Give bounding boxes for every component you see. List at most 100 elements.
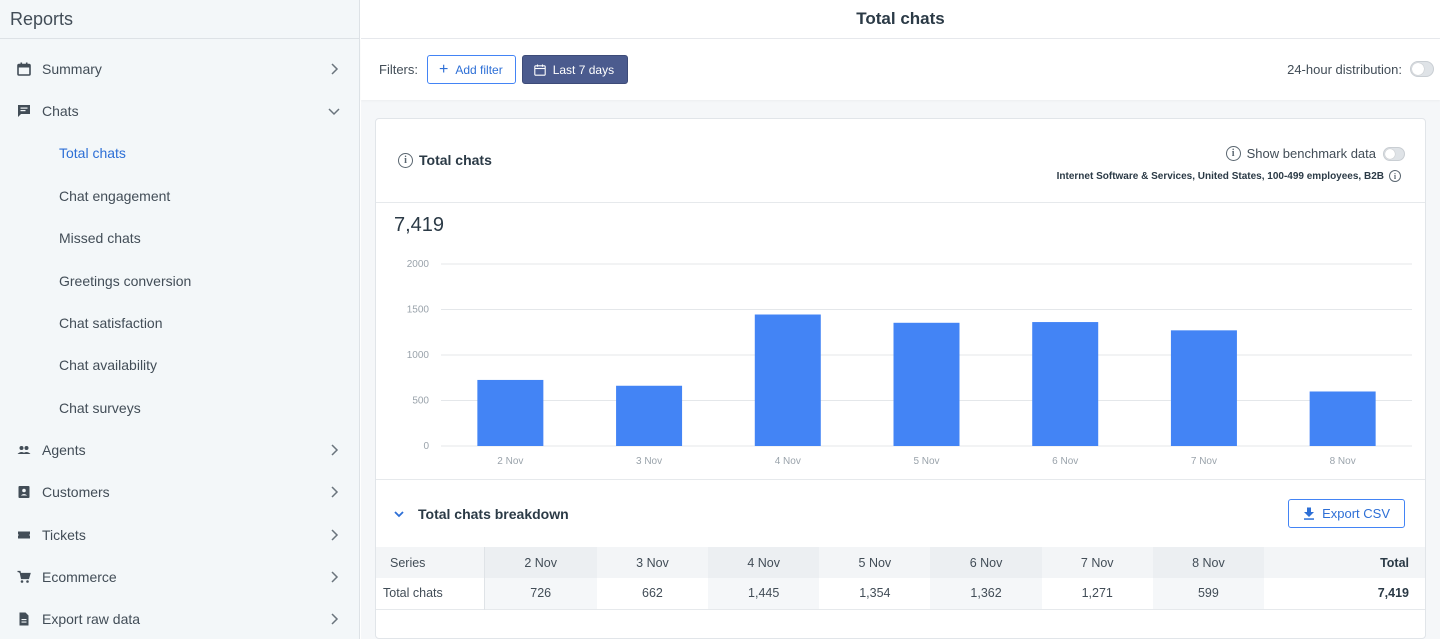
sidebar: Reports Summary Chats Total chats Chat e… bbox=[0, 0, 360, 639]
filters-label: Filters: bbox=[379, 62, 418, 77]
sidebar-item-label: Chats bbox=[42, 103, 79, 119]
benchmark-segment-text: Internet Software & Services, United Sta… bbox=[1056, 170, 1384, 182]
table-header-cell: 2 Nov bbox=[484, 547, 597, 578]
sidebar-item-label: Export raw data bbox=[42, 611, 141, 627]
info-icon[interactable]: i bbox=[398, 152, 413, 168]
page-title: Total chats bbox=[361, 0, 1440, 39]
chevron-right-icon bbox=[331, 571, 339, 583]
chevron-right-icon bbox=[331, 63, 339, 75]
sidebar-item-customers[interactable]: Customers bbox=[0, 471, 359, 513]
info-icon[interactable]: i bbox=[1225, 146, 1241, 161]
sidebar-item-label: Agents bbox=[42, 442, 86, 458]
date-range-button[interactable]: Last 7 days bbox=[521, 55, 629, 84]
benchmark-toggle[interactable] bbox=[1383, 146, 1405, 161]
contact-card-icon bbox=[17, 485, 31, 499]
table-header-cell: Series bbox=[376, 547, 485, 578]
total-chats-card: i Total chats i Show benchmark data Inte… bbox=[375, 118, 1426, 639]
sidebar-item-agents[interactable]: Agents bbox=[0, 429, 359, 471]
plus-icon: + bbox=[439, 60, 449, 78]
bar bbox=[616, 385, 683, 446]
y-tick-label: 2000 bbox=[407, 259, 430, 270]
sidebar-item-export-raw-data[interactable]: Export raw data bbox=[0, 598, 359, 639]
x-tick-label: 7 Nov bbox=[1191, 456, 1217, 467]
sidebar-item-label: Tickets bbox=[42, 527, 86, 543]
y-tick-label: 500 bbox=[412, 396, 429, 407]
bar bbox=[754, 314, 821, 446]
chevron-right-icon bbox=[331, 613, 339, 625]
sidebar-title: Reports bbox=[0, 0, 359, 39]
benchmark-toggle-group: i Show benchmark data bbox=[1225, 146, 1405, 161]
y-tick-label: 0 bbox=[423, 441, 429, 452]
table-cell: Total chats bbox=[376, 578, 485, 609]
card-title: i Total chats bbox=[398, 152, 492, 168]
distribution-label: 24-hour distribution: bbox=[1287, 61, 1402, 77]
table-header-cell: Total bbox=[1380, 555, 1409, 570]
x-tick-label: 3 Nov bbox=[636, 456, 662, 467]
table-cell: 599 bbox=[1152, 578, 1264, 609]
chevron-right-icon bbox=[331, 486, 339, 498]
date-range-label: Last 7 days bbox=[552, 62, 615, 77]
table-cell: 662 bbox=[642, 586, 663, 601]
distribution-toggle-group: 24-hour distribution: bbox=[1287, 61, 1434, 77]
x-tick-label: 6 Nov bbox=[1052, 456, 1078, 467]
y-tick-label: 1500 bbox=[407, 305, 430, 316]
total-chats-bar-chart: 0 500 1000 1500 2000 2 Nov 3 Nov 4 Nov 5 Nov 6 No… bbox=[407, 259, 1412, 467]
table-header-cell: 6 Nov bbox=[930, 547, 1042, 578]
distribution-toggle[interactable] bbox=[1410, 61, 1434, 77]
x-tick-label: 2 Nov bbox=[497, 456, 523, 467]
y-tick-label: 1000 bbox=[407, 350, 430, 361]
bar bbox=[1309, 391, 1376, 446]
chevron-down-icon bbox=[328, 108, 340, 116]
info-icon[interactable]: i bbox=[1389, 170, 1401, 182]
document-icon bbox=[17, 612, 31, 626]
table-header-cell: 3 Nov bbox=[636, 555, 669, 570]
table-header-cell: 7 Nov bbox=[1080, 555, 1114, 570]
download-icon bbox=[1304, 507, 1315, 520]
sidebar-subitem-missed-chats[interactable]: Missed chats bbox=[59, 230, 141, 246]
sidebar-item-summary[interactable]: Summary bbox=[0, 48, 359, 90]
export-csv-label: Export CSV bbox=[1322, 506, 1390, 521]
sidebar-item-chats[interactable]: Chats bbox=[0, 90, 359, 132]
table-header-cell: 8 Nov bbox=[1152, 547, 1264, 578]
table-header-row: Series 2 Nov 3 Nov 4 Nov 5 Nov 6 Nov 7 N… bbox=[376, 547, 1425, 578]
sidebar-item-label: Summary bbox=[42, 61, 102, 77]
table-cell: 1,354 bbox=[859, 586, 891, 601]
benchmark-segment: Internet Software & Services, United Sta… bbox=[1057, 170, 1401, 182]
chat-icon bbox=[17, 104, 31, 118]
sidebar-item-label: Customers bbox=[42, 484, 110, 500]
x-tick-label: 5 Nov bbox=[913, 456, 939, 467]
table-header-cell: 5 Nov bbox=[858, 555, 892, 570]
table-cell: 1,271 bbox=[1081, 586, 1113, 601]
main-content: Total chats Filters: + Add filter Last 7… bbox=[361, 0, 1440, 639]
benchmark-label: Show benchmark data bbox=[1246, 146, 1376, 161]
x-tick-label: 4 Nov bbox=[775, 456, 801, 467]
add-filter-button[interactable]: + Add filter bbox=[427, 55, 516, 84]
people-icon bbox=[17, 443, 31, 457]
card-header: i Total chats i Show benchmark data Inte… bbox=[376, 119, 1425, 203]
sidebar-subitem-chat-engagement[interactable]: Chat engagement bbox=[59, 188, 171, 204]
table-header-cell: 4 Nov bbox=[708, 547, 820, 578]
calendar-icon bbox=[533, 64, 546, 76]
table-cell: 726 bbox=[484, 578, 597, 609]
table-cell: 1,362 bbox=[930, 578, 1042, 609]
sidebar-item-ecommerce[interactable]: Ecommerce bbox=[0, 556, 359, 598]
sidebar-subitem-greetings-conversion[interactable]: Greetings conversion bbox=[59, 273, 192, 289]
sidebar-subitem-chat-surveys[interactable]: Chat surveys bbox=[59, 400, 141, 416]
sidebar-subitem-chat-satisfaction[interactable]: Chat satisfaction bbox=[59, 315, 163, 331]
bar bbox=[893, 322, 960, 446]
total-chats-value: 7,419 bbox=[394, 214, 445, 236]
chevron-right-icon bbox=[331, 529, 339, 541]
chevron-right-icon bbox=[331, 444, 339, 456]
sidebar-subitem-total-chats[interactable]: Total chats bbox=[59, 145, 126, 161]
add-filter-label: Add filter bbox=[455, 62, 503, 77]
ticket-icon bbox=[17, 528, 31, 542]
breakdown-header: Total chats breakdown Export CSV bbox=[376, 479, 1425, 547]
table-cell: 7,419 bbox=[1377, 586, 1409, 601]
table-row: Total chats 726 662 1,445 1,354 1,362 1,… bbox=[376, 578, 1425, 609]
sidebar-subitem-chat-availability[interactable]: Chat availability bbox=[59, 357, 158, 373]
export-csv-button[interactable]: Export CSV bbox=[1288, 499, 1405, 528]
sidebar-item-tickets[interactable]: Tickets bbox=[0, 514, 359, 556]
chevron-down-icon[interactable] bbox=[393, 508, 405, 520]
sidebar-item-label: Ecommerce bbox=[42, 569, 117, 585]
bar bbox=[477, 379, 544, 446]
